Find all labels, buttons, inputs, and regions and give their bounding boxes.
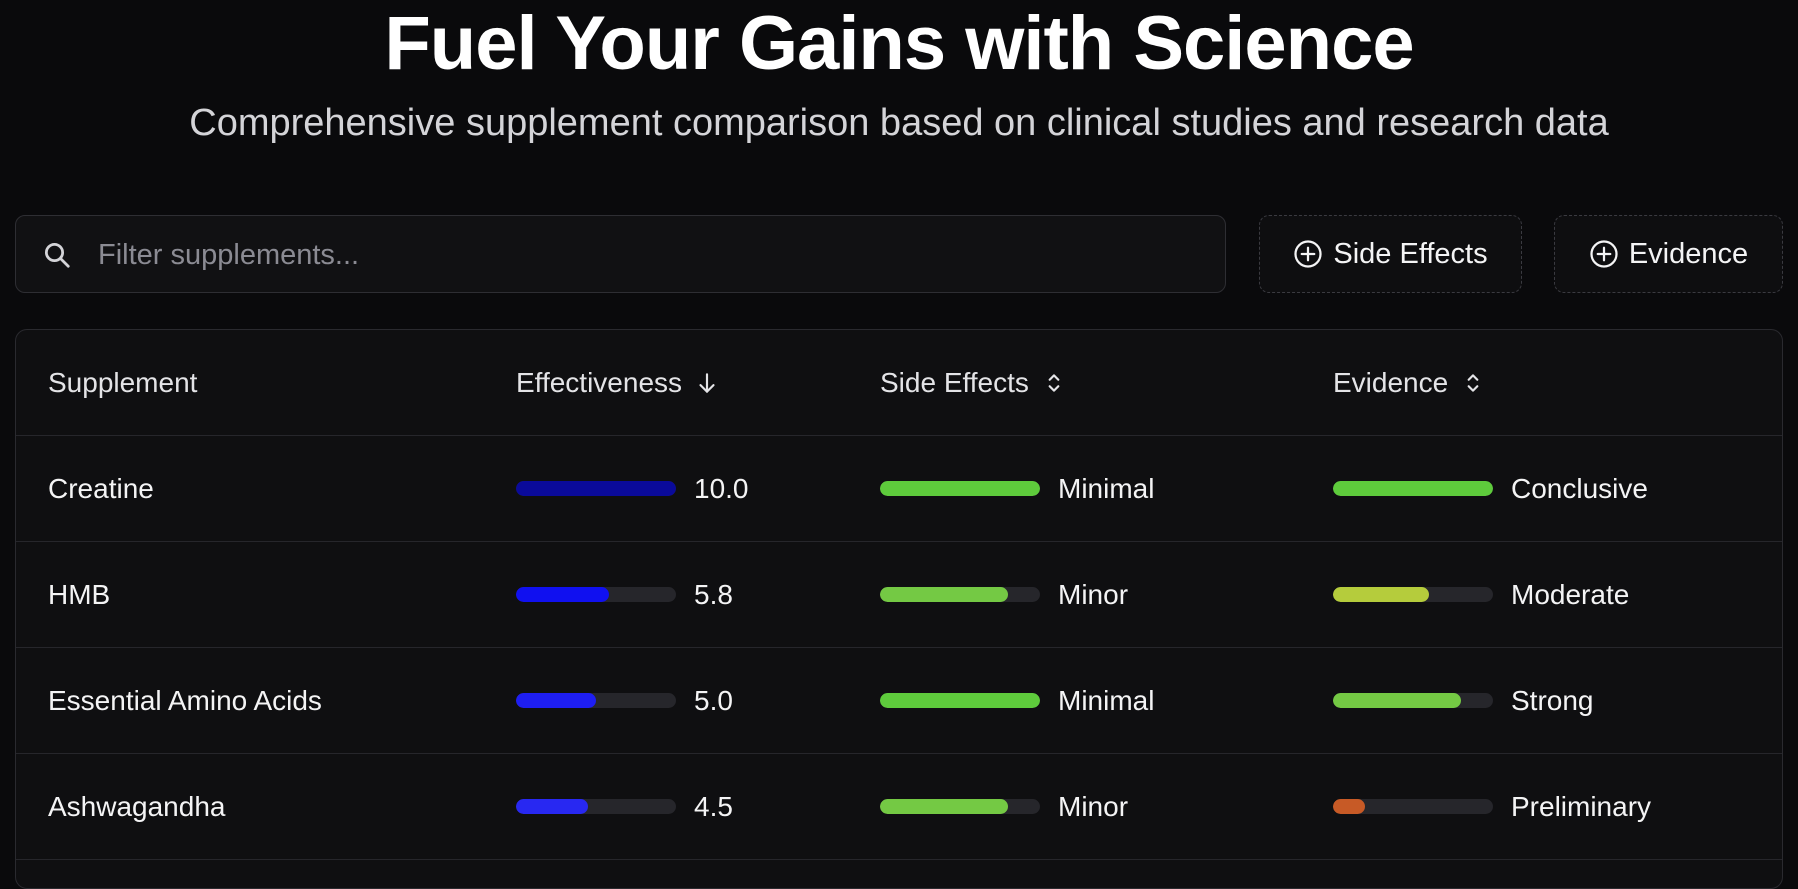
evidence-bar-fill bbox=[1333, 799, 1365, 814]
evidence-bar-fill bbox=[1333, 481, 1493, 496]
column-header-supplement: Supplement bbox=[48, 330, 197, 435]
plus-circle-icon bbox=[1294, 240, 1323, 268]
evidence-bar-fill bbox=[1333, 693, 1461, 708]
effectiveness-cell: 4.5 bbox=[516, 754, 733, 859]
side-effects-bar bbox=[880, 693, 1040, 708]
evidence-filter-label: Evidence bbox=[1628, 237, 1749, 270]
evidence-bar bbox=[1333, 693, 1493, 708]
evidence-cell: Moderate bbox=[1333, 542, 1629, 647]
side-effects-cell: Minimal bbox=[880, 436, 1154, 541]
effectiveness-bar-fill bbox=[516, 481, 676, 496]
side-effects-bar-fill bbox=[880, 799, 1008, 814]
effectiveness-value: 5.0 bbox=[694, 684, 733, 716]
effectiveness-value: 4.5 bbox=[694, 790, 733, 822]
side-effects-cell: Minimal bbox=[880, 648, 1154, 753]
supplement-name: Creatine bbox=[48, 472, 154, 504]
chevron-up-down-icon bbox=[1467, 373, 1479, 392]
effectiveness-bar-fill bbox=[516, 799, 588, 814]
side-effects-label: Minor bbox=[1058, 790, 1129, 822]
side-effects-cell: Minor bbox=[880, 542, 1128, 647]
effectiveness-cell: 10.0 bbox=[516, 436, 749, 541]
plus-circle-icon bbox=[1590, 240, 1618, 268]
effectiveness-bar bbox=[516, 693, 676, 708]
evidence-filter-button[interactable]: Evidence bbox=[1554, 215, 1783, 293]
evidence-label: Conclusive bbox=[1511, 472, 1648, 504]
side-effects-bar bbox=[880, 799, 1040, 814]
evidence-cell: Preliminary bbox=[1333, 754, 1651, 859]
supplement-name: HMB bbox=[48, 578, 111, 610]
evidence-cell: Conclusive bbox=[1333, 436, 1648, 541]
search-input[interactable] bbox=[96, 216, 1200, 294]
table-row[interactable]: HMB 5.8 Minor Moderate bbox=[16, 542, 1782, 648]
column-header-effectiveness[interactable]: Effectiveness bbox=[516, 330, 720, 435]
table-row[interactable]: Essential Amino Acids 5.0 Minimal Strong bbox=[16, 648, 1782, 754]
evidence-bar bbox=[1333, 481, 1493, 496]
side-effects-label: Minimal bbox=[1058, 472, 1155, 504]
table-row[interactable]: Creatine 10.0 Minimal Conclusive bbox=[16, 436, 1782, 542]
side-effects-bar bbox=[880, 481, 1040, 496]
column-header-side-effects[interactable]: Side Effects bbox=[880, 330, 1067, 435]
table-row[interactable]: Ashwagandha 4.5 Minor Preliminary bbox=[16, 754, 1782, 860]
toolbar: Side Effects Evidence bbox=[15, 215, 1783, 295]
search-icon bbox=[45, 243, 70, 268]
side-effects-bar-fill bbox=[880, 481, 1040, 496]
side-effects-label: Minimal bbox=[1058, 684, 1155, 716]
page-subtitle: Comprehensive supplement comparison base… bbox=[189, 102, 1609, 144]
side-effects-cell: Minor bbox=[880, 754, 1128, 859]
effectiveness-bar-fill bbox=[516, 693, 596, 708]
side-effects-label: Minor bbox=[1058, 578, 1129, 610]
column-header-label: Supplement bbox=[48, 366, 198, 398]
column-header-label: Side Effects bbox=[880, 366, 1029, 398]
arrow-down-icon bbox=[699, 372, 715, 393]
supplement-table: Supplement Effectiveness Side Effects Ev… bbox=[15, 329, 1783, 889]
effectiveness-value: 10.0 bbox=[694, 472, 749, 504]
effectiveness-cell: 5.8 bbox=[516, 542, 733, 647]
supplement-name: Ashwagandha bbox=[48, 790, 226, 822]
column-header-label: Effectiveness bbox=[516, 366, 683, 398]
effectiveness-bar bbox=[516, 481, 676, 496]
effectiveness-bar-fill bbox=[516, 587, 609, 602]
column-header-label: Evidence bbox=[1333, 366, 1449, 398]
side-effects-filter-label: Side Effects bbox=[1333, 237, 1488, 270]
evidence-bar-fill bbox=[1333, 587, 1429, 602]
hero: Fuel Your Gains with Science Comprehensi… bbox=[0, 0, 1798, 148]
evidence-label: Preliminary bbox=[1511, 790, 1652, 822]
chevron-up-down-icon bbox=[1048, 373, 1060, 392]
effectiveness-bar bbox=[516, 587, 676, 602]
evidence-label: Moderate bbox=[1511, 578, 1630, 610]
side-effects-bar-fill bbox=[880, 587, 1008, 602]
column-header-evidence[interactable]: Evidence bbox=[1333, 330, 1486, 435]
supplement-name: Essential Amino Acids bbox=[48, 684, 322, 716]
search-box[interactable] bbox=[15, 215, 1226, 294]
evidence-bar bbox=[1333, 587, 1493, 602]
effectiveness-bar bbox=[516, 799, 676, 814]
side-effects-bar-fill bbox=[880, 693, 1040, 708]
evidence-bar bbox=[1333, 799, 1493, 814]
evidence-cell: Strong bbox=[1333, 648, 1594, 753]
table-header-row: Supplement Effectiveness Side Effects Ev… bbox=[16, 330, 1782, 436]
side-effects-filter-button[interactable]: Side Effects bbox=[1259, 215, 1522, 293]
effectiveness-value: 5.8 bbox=[694, 578, 733, 610]
page-title: Fuel Your Gains with Science bbox=[384, 1, 1414, 86]
effectiveness-cell: 5.0 bbox=[516, 648, 733, 753]
side-effects-bar bbox=[880, 587, 1040, 602]
evidence-label: Strong bbox=[1511, 684, 1594, 716]
